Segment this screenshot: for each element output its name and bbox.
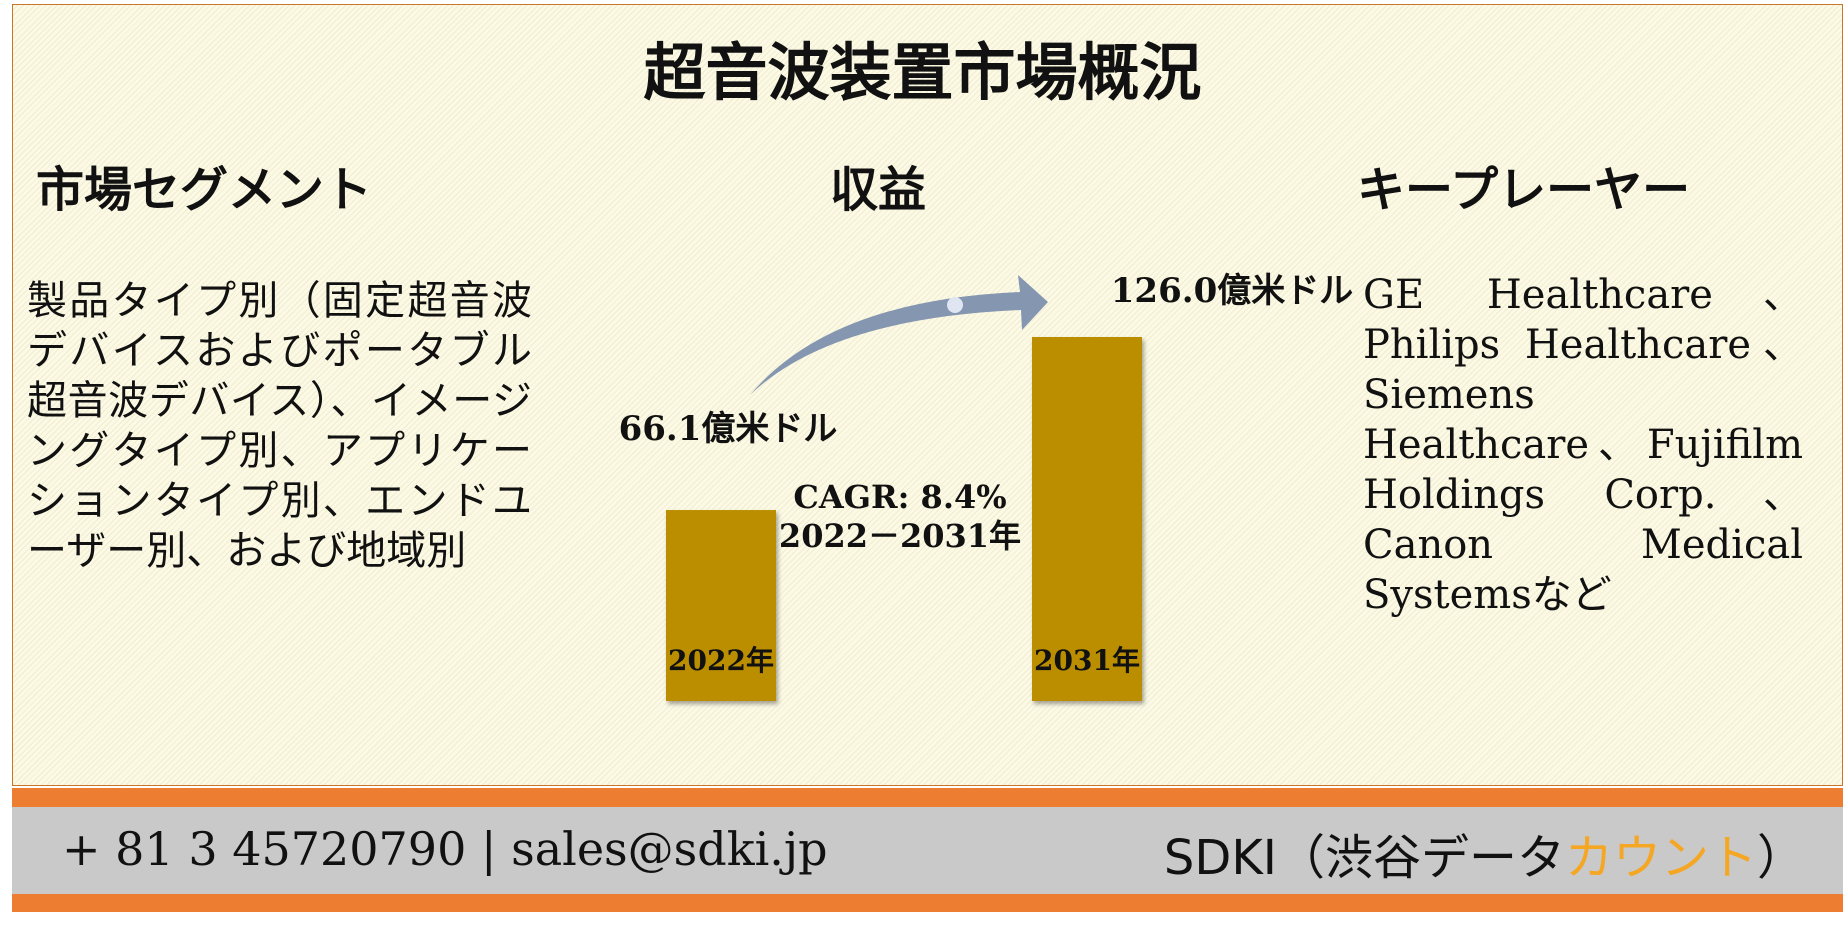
frame — [12, 4, 1843, 786]
growth-arrow — [750, 275, 1048, 395]
brand: SDKI（渋谷データカウント） — [1164, 818, 1805, 888]
contact: + 81 3 45720790 | sales@sdki.jp — [62, 822, 828, 876]
title: 超音波装置市場概況 — [643, 36, 1202, 109]
value-label: 66.1億米ドル — [619, 409, 838, 449]
segments-heading: 市場セグメント — [36, 162, 373, 218]
arrow-dot — [947, 297, 963, 313]
segments-text: 製品タイプ別（固定超音波デバイスおよびポータブル超音波デバイス）、イメージングタ… — [27, 278, 532, 574]
category-label: 2022年 — [668, 644, 774, 677]
players-heading: キープレーヤー — [1357, 162, 1691, 218]
brand-text: SDKI（渋谷データ — [1163, 830, 1565, 886]
category-label: 2031年 — [1034, 644, 1140, 677]
brand-accent: カウント — [1564, 830, 1757, 886]
bar — [666, 510, 776, 701]
value-label: 126.0億米ドル — [1111, 271, 1353, 311]
footer-bar — [12, 807, 1843, 894]
annotation: 2022－2031年 — [779, 517, 1021, 555]
revenue-heading: 収益 — [830, 162, 927, 218]
players-text: GE Healthcare、Philips Healthcare、Siemens… — [1363, 272, 1803, 618]
bar — [1032, 337, 1142, 701]
annotation: CAGR: 8.4% — [793, 478, 1006, 516]
brand-text: ） — [1756, 830, 1805, 886]
